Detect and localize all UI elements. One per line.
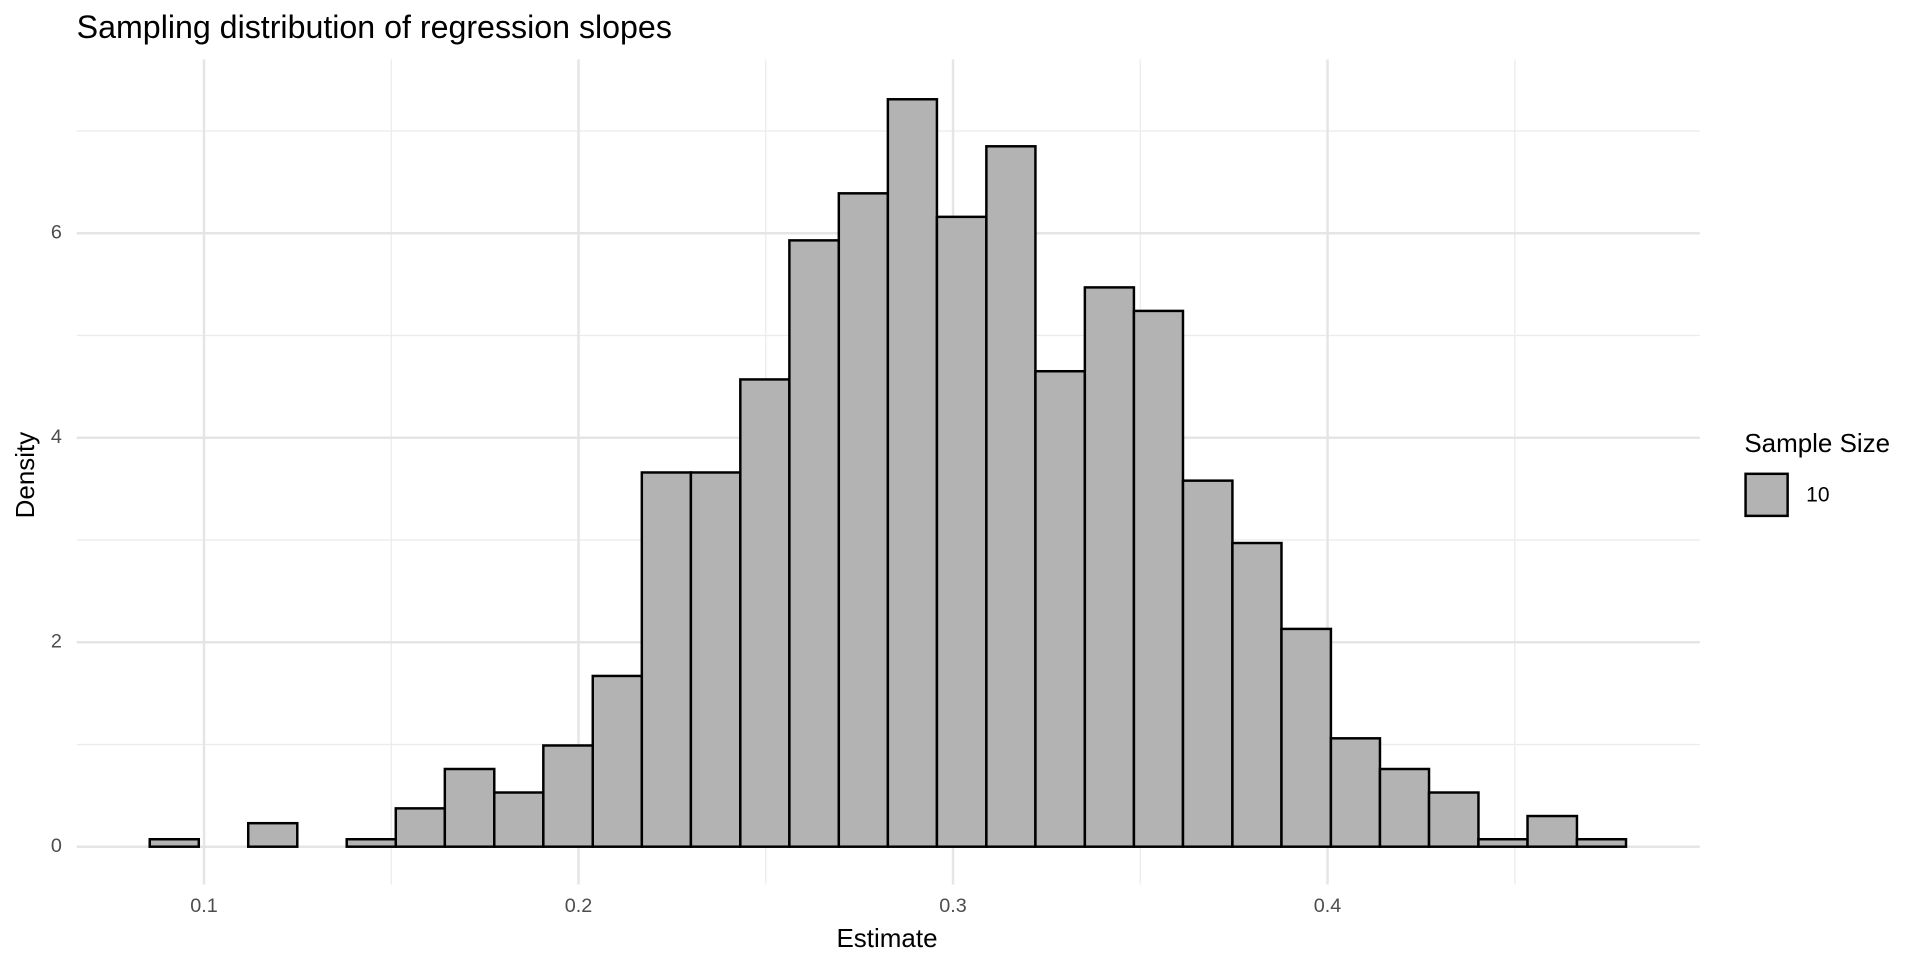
legend-key [1744, 472, 1789, 518]
bar [542, 744, 595, 848]
bar [443, 767, 496, 848]
bar [345, 838, 398, 848]
x-tick-label: 0.3 [939, 895, 967, 917]
bar [148, 838, 201, 848]
bar [246, 821, 299, 848]
y-axis-label: Density [10, 432, 40, 519]
bar [886, 98, 939, 848]
bar [1378, 767, 1431, 848]
y-tick-label: 6 [51, 221, 62, 243]
bar [591, 674, 644, 848]
x-tick-label: 0.1 [190, 895, 218, 917]
bar [1575, 838, 1628, 848]
x-axis-label: Estimate [836, 923, 937, 953]
bar [788, 239, 841, 848]
bar [985, 145, 1037, 848]
bar [1329, 737, 1382, 848]
y-tick-label: 4 [51, 426, 62, 448]
bar [640, 471, 693, 848]
legend-title: Sample Size [1744, 428, 1890, 458]
bar [1083, 286, 1136, 848]
bar [1427, 791, 1480, 848]
bar [837, 192, 890, 848]
bar [1181, 479, 1234, 848]
legend-label: 10 [1806, 484, 1829, 507]
bar [935, 215, 988, 848]
bar [493, 791, 545, 848]
x-tick-label: 0.4 [1314, 895, 1342, 917]
bar [1477, 838, 1529, 848]
y-tick-label: 0 [51, 835, 62, 857]
bar [689, 471, 742, 848]
bar [1526, 814, 1579, 848]
x-tick-label: 0.2 [565, 895, 593, 917]
chart-title: Sampling distribution of regression slop… [77, 9, 672, 45]
bar [1231, 541, 1283, 848]
y-tick-label: 2 [51, 630, 62, 652]
bar [1034, 370, 1087, 848]
bar [394, 807, 447, 848]
bar [1280, 627, 1333, 848]
bar [1132, 309, 1185, 848]
bar [739, 378, 791, 848]
